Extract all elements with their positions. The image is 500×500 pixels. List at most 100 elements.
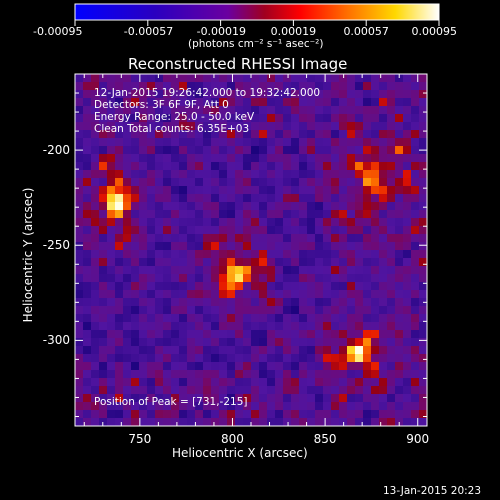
image-pixel (291, 138, 300, 147)
image-pixel (411, 154, 420, 163)
image-pixel (195, 138, 204, 147)
image-pixel (195, 82, 204, 91)
image-pixel (267, 402, 276, 411)
image-pixel (363, 346, 372, 355)
image-pixel (155, 282, 164, 291)
image-pixel (339, 370, 348, 379)
image-pixel (339, 354, 348, 363)
image-pixel (123, 170, 132, 179)
image-pixel (163, 282, 172, 291)
image-pixel (99, 338, 108, 347)
image-pixel (243, 186, 252, 195)
image-pixel (307, 362, 316, 371)
image-pixel (203, 418, 212, 427)
image-pixel (187, 202, 196, 211)
image-pixel (371, 362, 380, 371)
image-pixel (307, 330, 316, 339)
image-pixel (339, 194, 348, 203)
image-pixel (147, 418, 156, 427)
image-pixel (347, 178, 356, 187)
image-pixel (307, 74, 316, 83)
image-pixel (387, 306, 396, 315)
image-pixel (243, 330, 252, 339)
image-pixel (259, 306, 268, 315)
image-pixel (107, 274, 116, 283)
image-pixel (355, 338, 364, 347)
image-pixel (123, 194, 132, 203)
image-pixel (235, 74, 244, 83)
image-pixel (315, 82, 324, 91)
image-pixel (155, 386, 164, 395)
image-pixel (395, 130, 404, 139)
image-pixel (291, 218, 300, 227)
image-pixel (107, 186, 116, 195)
image-pixel (411, 82, 420, 91)
image-pixel (131, 394, 140, 403)
image-pixel (315, 90, 324, 99)
image-pixel (131, 362, 140, 371)
image-pixel (347, 218, 356, 227)
image-pixel (331, 114, 340, 123)
image-pixel (419, 418, 428, 427)
image-pixel (219, 138, 228, 147)
image-pixel (419, 194, 428, 203)
image-pixel (147, 298, 156, 307)
image-pixel (83, 130, 92, 139)
image-pixel (259, 418, 268, 427)
image-pixel (403, 194, 412, 203)
image-pixel (347, 186, 356, 195)
image-pixel (403, 114, 412, 123)
image-pixel (291, 282, 300, 291)
image-pixel (187, 194, 196, 203)
image-pixel (283, 218, 292, 227)
image-pixel (91, 298, 100, 307)
image-pixel (307, 130, 316, 139)
image-pixel (251, 378, 260, 387)
image-pixel (275, 274, 284, 283)
image-pixel (91, 242, 100, 251)
image-pixel (91, 202, 100, 211)
image-pixel (299, 186, 308, 195)
image-pixel (99, 162, 108, 171)
image-pixel (339, 186, 348, 195)
image-pixel (171, 362, 180, 371)
image-pixel (323, 394, 332, 403)
image-pixel (211, 98, 220, 107)
image-pixel (155, 138, 164, 147)
image-pixel (91, 386, 100, 395)
image-pixel (195, 322, 204, 331)
image-pixel (387, 98, 396, 107)
image-pixel (83, 298, 92, 307)
image-pixel (163, 322, 172, 331)
image-pixel (307, 162, 316, 171)
image-pixel (315, 370, 324, 379)
image-pixel (307, 218, 316, 227)
image-pixel (83, 234, 92, 243)
image-pixel (395, 298, 404, 307)
image-pixel (347, 242, 356, 251)
image-pixel (123, 418, 132, 427)
image-pixel (243, 218, 252, 227)
image-pixel (107, 298, 116, 307)
image-pixel (387, 290, 396, 299)
image-pixel (323, 194, 332, 203)
image-pixel (283, 322, 292, 331)
image-pixel (339, 234, 348, 243)
colorbar-ticks (74, 20, 440, 26)
image-pixel (163, 386, 172, 395)
image-pixel (139, 138, 148, 147)
image-pixel (115, 266, 124, 275)
image-pixel (339, 298, 348, 307)
image-pixel (339, 202, 348, 211)
image-pixel (179, 402, 188, 411)
image-pixel (171, 90, 180, 99)
image-pixel (379, 322, 388, 331)
image-pixel (147, 314, 156, 323)
image-pixel (179, 330, 188, 339)
image-pixel (259, 386, 268, 395)
image-pixel (379, 330, 388, 339)
image-pixel (339, 74, 348, 83)
image-pixel (307, 146, 316, 155)
image-pixel (123, 106, 132, 115)
image-pixel (371, 154, 380, 163)
